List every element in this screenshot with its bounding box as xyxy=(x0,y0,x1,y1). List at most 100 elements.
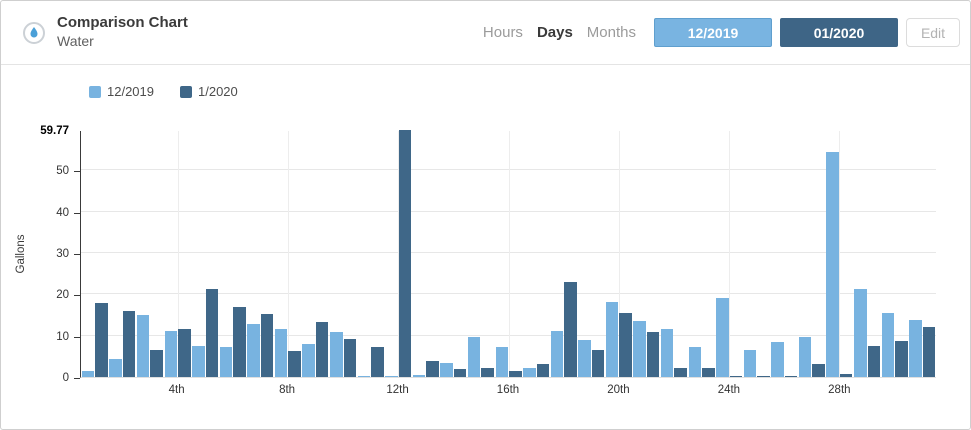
legend-swatch-jan-2020 xyxy=(180,85,192,98)
bar-1-2020-day-3[interactable] xyxy=(150,350,163,377)
bar-12-2019-day-13[interactable] xyxy=(412,375,426,377)
bar-group-day-4 xyxy=(164,131,191,377)
tab-months[interactable]: Months xyxy=(586,24,636,41)
bar-group-day-20 xyxy=(605,131,632,377)
bar-1-2020-day-23[interactable] xyxy=(702,367,715,377)
y-tick-label: 0 xyxy=(62,372,69,384)
bar-12-2019-day-28[interactable] xyxy=(826,151,839,377)
bar-12-2019-day-12[interactable] xyxy=(385,376,398,377)
x-tick-label: 8th xyxy=(279,384,296,396)
x-axis-labels: 4th 8th 12th 16th 20th 24th 28th xyxy=(80,384,936,400)
period-button-jan-2020[interactable]: 01/2020 xyxy=(780,18,898,47)
bar-12-2019-day-9[interactable] xyxy=(302,343,315,377)
bar-12-2019-day-29[interactable] xyxy=(854,289,867,377)
bar-1-2020-day-1[interactable] xyxy=(95,303,108,377)
bar-1-2020-day-27[interactable] xyxy=(812,364,825,377)
bar-12-2019-day-8[interactable] xyxy=(274,329,288,377)
bar-1-2020-day-15[interactable] xyxy=(481,367,494,377)
bar-12-2019-day-15[interactable] xyxy=(467,336,481,377)
bar-1-2020-day-29[interactable] xyxy=(867,345,881,377)
bar-12-2019-day-24[interactable] xyxy=(716,297,729,377)
bar-12-2019-day-1[interactable] xyxy=(81,370,95,377)
bar-1-2020-day-26[interactable] xyxy=(784,376,798,377)
bar-12-2019-day-27[interactable] xyxy=(798,336,812,377)
y-tick-mark xyxy=(74,171,80,173)
bar-12-2019-day-30[interactable] xyxy=(881,312,895,377)
bar-1-2020-day-12[interactable] xyxy=(398,130,412,377)
legend: 12/2019 1/2020 xyxy=(89,84,238,99)
bar-1-2020-day-11[interactable] xyxy=(371,346,384,377)
bar-12-2019-day-2[interactable] xyxy=(109,359,122,377)
y-tick-label: 50 xyxy=(56,165,69,178)
bar-12-2019-day-5[interactable] xyxy=(192,346,205,377)
legend-item-jan-2020[interactable]: 1/2020 xyxy=(180,84,238,99)
bar-1-2020-day-13[interactable] xyxy=(426,360,439,377)
period-button-dec-2019[interactable]: 12/2019 xyxy=(654,18,772,47)
bar-1-2020-day-31[interactable] xyxy=(922,327,936,377)
bar-1-2020-day-2[interactable] xyxy=(122,310,136,377)
bar-12-2019-day-19[interactable] xyxy=(578,339,591,377)
bar-12-2019-day-26[interactable] xyxy=(771,342,784,377)
y-axis-max-label: 59.77 xyxy=(40,125,69,137)
bar-group-day-8 xyxy=(274,131,301,377)
bar-12-2019-day-16[interactable] xyxy=(495,346,508,377)
page-title: Comparison Chart xyxy=(57,14,188,32)
y-tick-mark xyxy=(74,336,80,338)
bar-12-2019-day-10[interactable] xyxy=(330,331,343,377)
bar-12-2019-day-23[interactable] xyxy=(688,346,702,377)
tab-days[interactable]: Days xyxy=(536,24,573,41)
bar-group-day-13 xyxy=(412,131,439,377)
water-drop-glyph xyxy=(30,26,38,37)
bar-12-2019-day-3[interactable] xyxy=(136,315,150,377)
bar-12-2019-day-4[interactable] xyxy=(164,330,178,377)
bar-1-2020-day-5[interactable] xyxy=(205,289,219,377)
bar-1-2020-day-21[interactable] xyxy=(646,331,660,377)
bar-1-2020-day-17[interactable] xyxy=(536,364,550,377)
legend-item-dec-2019[interactable]: 12/2019 xyxy=(89,84,154,99)
bar-1-2020-day-7[interactable] xyxy=(260,314,274,377)
bar-1-2020-day-28[interactable] xyxy=(839,374,853,377)
bar-12-2019-day-7[interactable] xyxy=(247,324,260,377)
bar-12-2019-day-6[interactable] xyxy=(219,346,233,377)
header-title-block: Comparison Chart Water xyxy=(23,14,188,50)
bar-1-2020-day-8[interactable] xyxy=(288,350,301,377)
bar-12-2019-day-25[interactable] xyxy=(743,349,757,377)
bar-1-2020-day-25[interactable] xyxy=(757,376,770,377)
bar-group-day-12 xyxy=(385,130,412,377)
bar-12-2019-day-31[interactable] xyxy=(909,319,922,377)
bar-12-2019-day-18[interactable] xyxy=(550,331,564,377)
bar-group-day-2 xyxy=(109,131,136,377)
x-tick-label: 16th xyxy=(496,384,520,396)
y-tick-mark xyxy=(74,378,80,379)
y-tick-mark xyxy=(74,254,80,256)
header: Comparison Chart Water Hours Days Months… xyxy=(1,1,970,65)
bar-12-2019-day-20[interactable] xyxy=(605,302,619,377)
bar-1-2020-day-22[interactable] xyxy=(674,367,687,377)
bar-12-2019-day-21[interactable] xyxy=(633,320,646,377)
plot-area xyxy=(74,130,936,379)
bar-1-2020-day-10[interactable] xyxy=(343,338,357,377)
bar-1-2020-day-9[interactable] xyxy=(315,321,329,377)
y-tick-mark xyxy=(74,212,80,214)
bar-1-2020-day-18[interactable] xyxy=(564,281,577,377)
bar-1-2020-day-4[interactable] xyxy=(178,328,191,377)
x-tick-label: 24th xyxy=(717,384,741,396)
x-tick-label: 4th xyxy=(168,384,185,396)
bar-1-2020-day-16[interactable] xyxy=(509,371,522,377)
tab-hours[interactable]: Hours xyxy=(482,24,523,41)
bar-1-2020-day-24[interactable] xyxy=(729,376,743,377)
bar-group-day-29 xyxy=(854,131,881,377)
bar-group-day-19 xyxy=(578,131,605,377)
bar-12-2019-day-22[interactable] xyxy=(660,329,674,377)
bar-12-2019-day-11[interactable] xyxy=(357,375,371,377)
bar-1-2020-day-14[interactable] xyxy=(453,369,467,377)
bar-1-2020-day-6[interactable] xyxy=(233,306,246,377)
bar-1-2020-day-30[interactable] xyxy=(895,340,908,377)
bar-12-2019-day-17[interactable] xyxy=(523,368,536,377)
edit-button[interactable]: Edit xyxy=(906,18,960,47)
bar-1-2020-day-20[interactable] xyxy=(619,312,632,377)
bar-group-day-23 xyxy=(688,131,715,377)
bar-1-2020-day-19[interactable] xyxy=(591,350,605,377)
bar-12-2019-day-14[interactable] xyxy=(440,363,453,377)
